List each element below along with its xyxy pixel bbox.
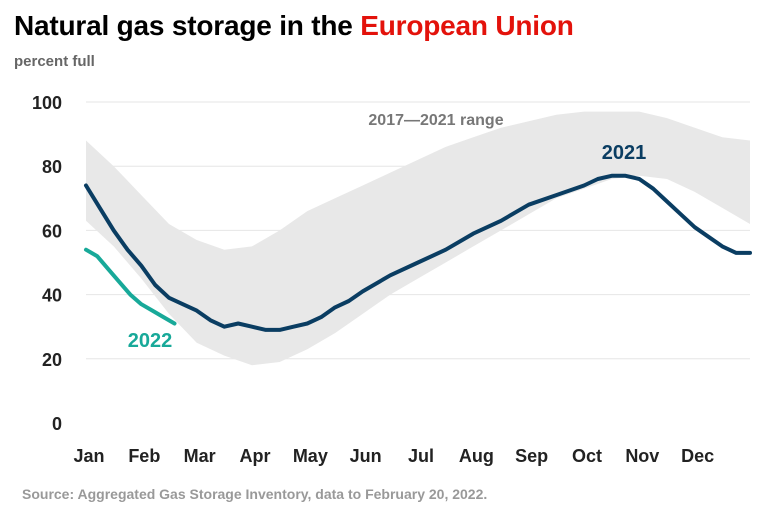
chart-title-accent: European Union — [360, 10, 574, 41]
x-tick-label-jul: Jul — [408, 446, 434, 466]
y-tick-label-100: 100 — [32, 93, 62, 113]
x-tick-label-may: May — [293, 446, 328, 466]
x-tick-label-apr: Apr — [240, 446, 271, 466]
chart-title-main: Natural gas storage in the — [14, 10, 361, 41]
y-axis-unit-label: percent full — [14, 53, 95, 70]
x-tick-label-dec: Dec — [681, 446, 714, 466]
series-line-2021 — [84, 173, 752, 332]
range-band — [86, 111, 750, 366]
y-tick-label-20: 20 — [42, 350, 62, 370]
y-tick-label-40: 40 — [42, 286, 62, 306]
y-tick-label-80: 80 — [42, 157, 62, 177]
y-tick-label-0: 0 — [52, 414, 62, 434]
x-tick-label-mar: Mar — [184, 446, 216, 466]
x-tick-label-oct: Oct — [572, 446, 602, 466]
x-tick-label-feb: Feb — [128, 446, 160, 466]
x-tick-label-jan: Jan — [73, 446, 104, 466]
x-tick-label-jun: Jun — [350, 446, 382, 466]
source-note: Source: Aggregated Gas Storage Inventory… — [22, 486, 488, 502]
series-label-2022: 2022 — [128, 330, 173, 352]
x-tick-label-aug: Aug — [459, 446, 494, 466]
line-chart: 0 20 40 60 80 100 Jan Feb Mar Apr May Jun Jul Aug Sep O… — [32, 93, 752, 466]
y-tick-label-60: 60 — [42, 221, 62, 241]
x-tick-label-nov: Nov — [625, 446, 659, 466]
range-label: 2017—2021 range — [368, 112, 503, 129]
chart-title: Natural gas storage in the European Unio… — [14, 10, 574, 42]
series-label-2021: 2021 — [602, 142, 647, 164]
x-tick-label-sep: Sep — [515, 446, 548, 466]
series-line-2022 — [84, 247, 177, 326]
